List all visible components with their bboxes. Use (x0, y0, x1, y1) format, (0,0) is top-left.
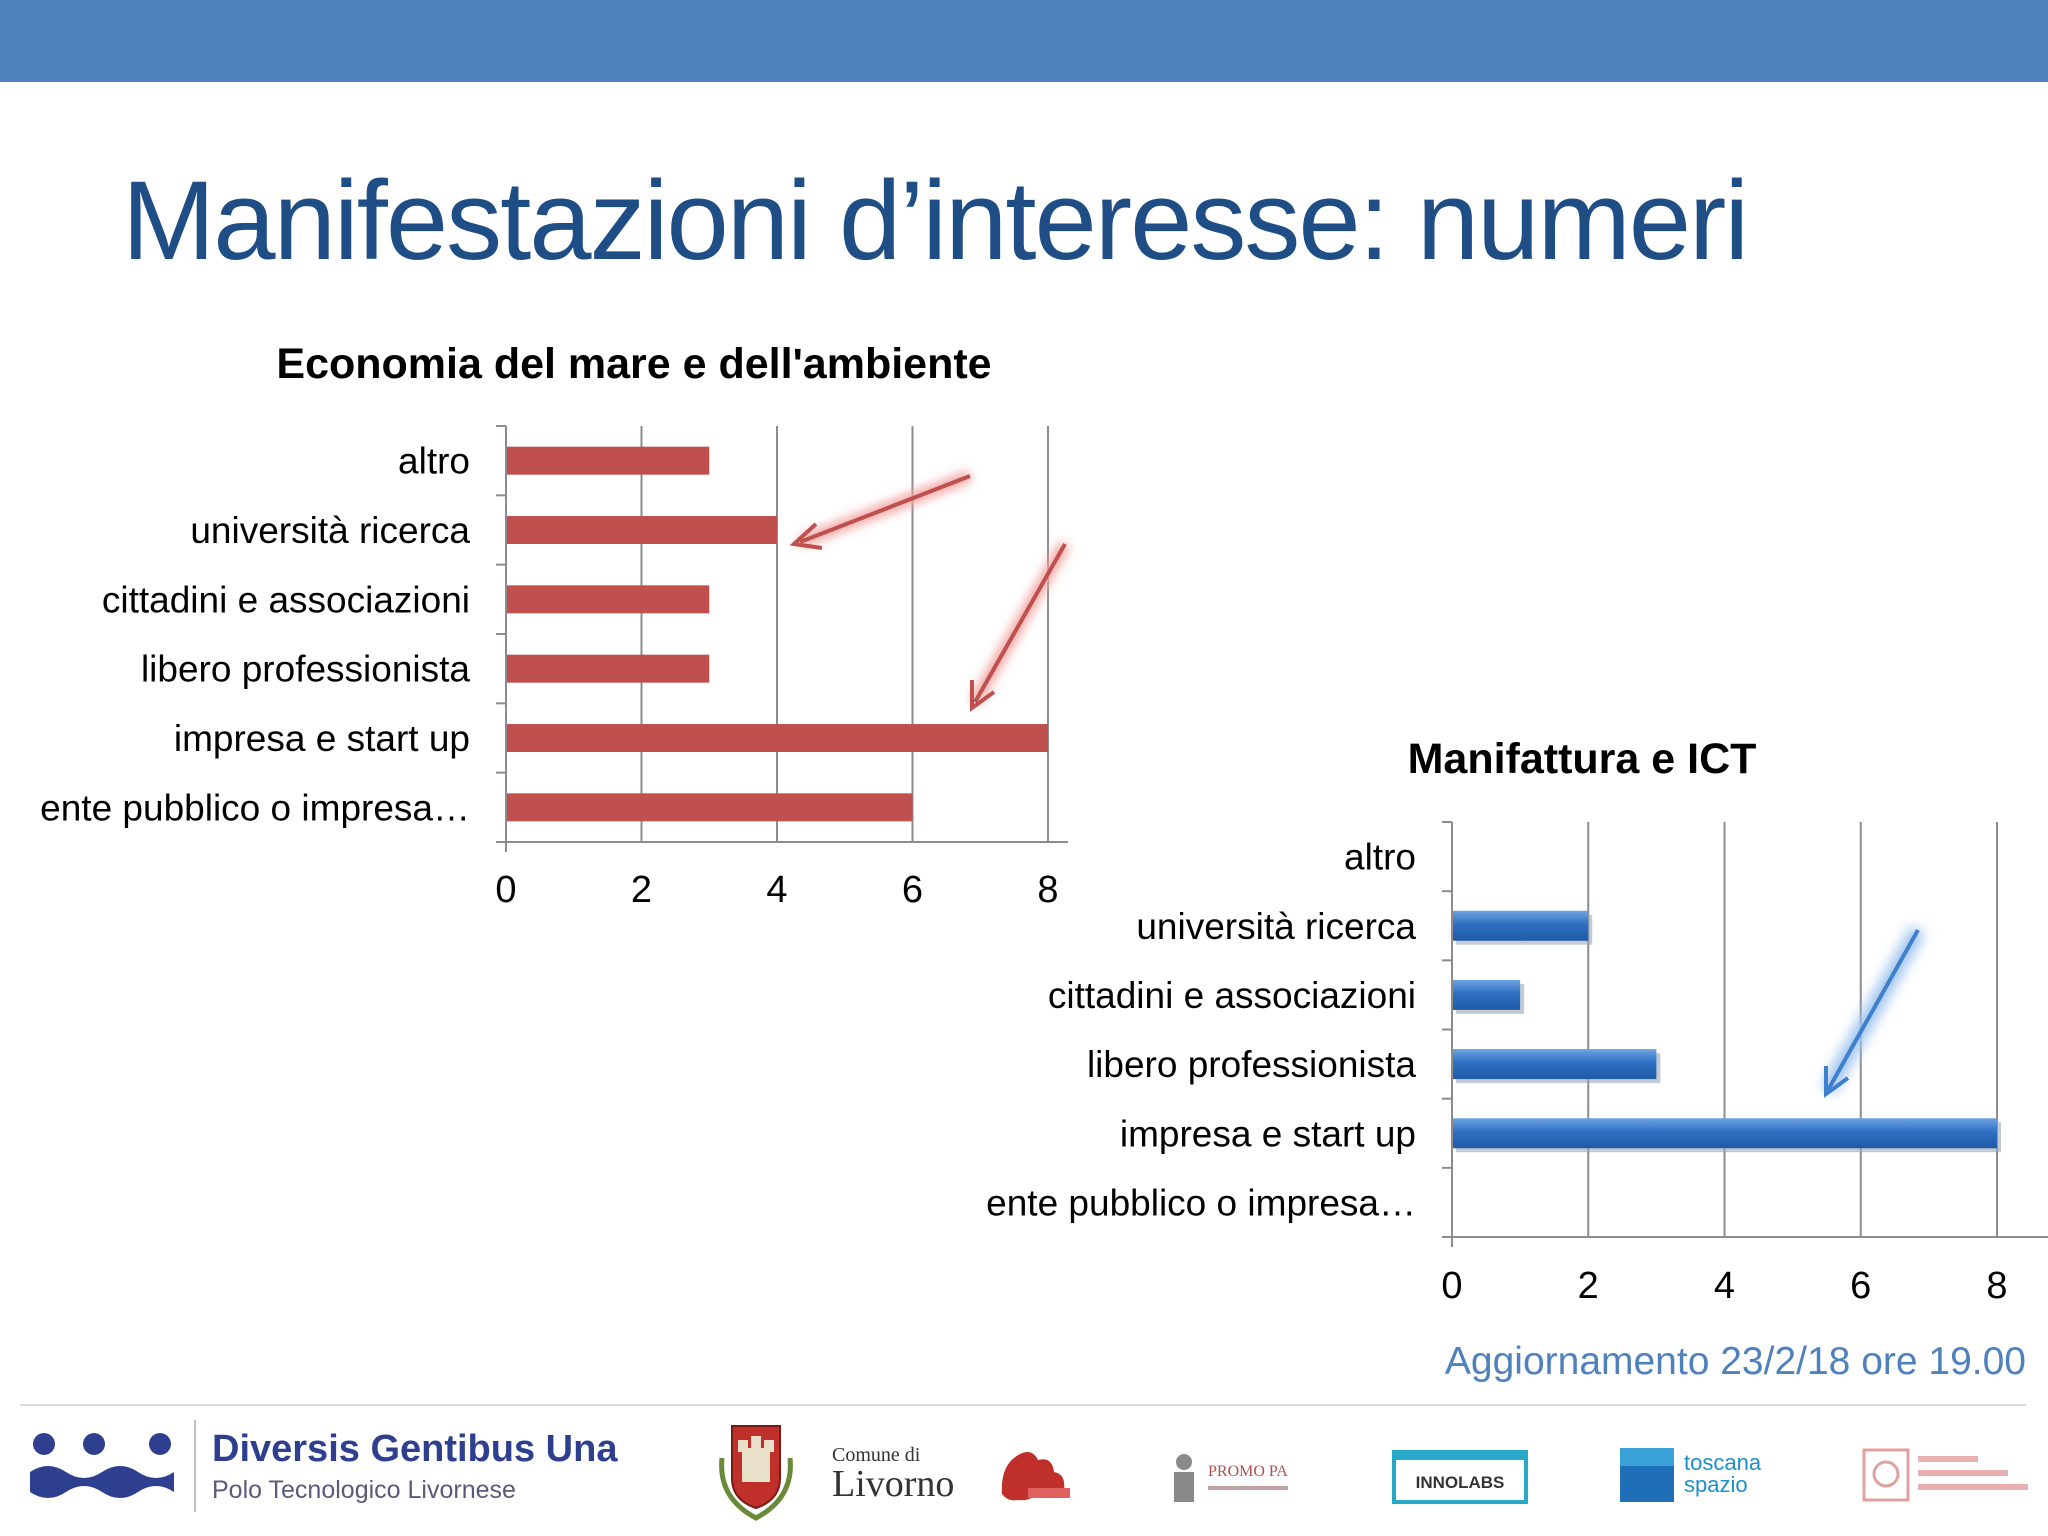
toscana-spazio-icon: toscana spazio (1620, 1448, 1762, 1502)
c2-category-label: cittadini e associazioni (1048, 975, 1416, 1016)
chart1-bars (506, 446, 1048, 822)
chart2-axis (1442, 821, 2048, 1247)
chart1-arrow-impresa (969, 541, 1071, 712)
dgu-brand-subtitle: Polo Tecnologico Livornese (212, 1476, 516, 1504)
update-note: Aggiornamento 23/2/18 ore 19.00 (1444, 1340, 2026, 1383)
c1-category-label: cittadini e associazioni (102, 579, 470, 620)
charts-canvas: Economia del mare e dell'ambiente altro u… (40, 340, 2048, 1307)
c1-tick-label: 2 (631, 869, 652, 911)
footer-divider (20, 1404, 2026, 1406)
c1-bar (506, 724, 1048, 752)
c1-tick-label: 6 (902, 869, 923, 911)
chart1-tick-labels: 0 2 4 6 8 (495, 869, 1058, 911)
footer-separator (194, 1420, 196, 1512)
c2-category-label: altro (1344, 837, 1416, 878)
c1-bar (506, 446, 710, 475)
toscana-text: toscana (1684, 1450, 1762, 1475)
c2-bar (1452, 1049, 1657, 1080)
chart1-gridlines (640, 426, 1049, 842)
c2-category-label: università ricerca (1136, 906, 1416, 947)
chart2-arrow-impresa (1821, 926, 1925, 1098)
c2-tick-label: 0 (1441, 1265, 1462, 1307)
spazio-text: spazio (1684, 1472, 1748, 1497)
c2-category-label: ente pubblico o impresa… (986, 1182, 1416, 1223)
c1-category-label: libero professionista (141, 649, 470, 690)
chart1-axis (496, 425, 1068, 852)
chart-economia-mare: Economia del mare e dell'ambiente altro u… (40, 340, 1071, 911)
chart2-bars (1452, 910, 2001, 1153)
chart2-tick-labels: 0 2 4 6 8 (1441, 1265, 2007, 1307)
c2-tick-label: 2 (1578, 1265, 1599, 1307)
livorno-crest-icon (719, 1425, 793, 1521)
c2-bar (1452, 1118, 1997, 1149)
c1-category-label: altro (398, 441, 470, 482)
chart2-gridlines (1587, 822, 1998, 1237)
promo-pa-icon: PROMO PA (1174, 1454, 1288, 1502)
c2-tick-label: 8 (1986, 1265, 2007, 1307)
chart-manifattura-ict: Manifattura e ICT altro università ricerc… (986, 735, 2048, 1307)
chart2-title: Manifattura e ICT (1408, 735, 1757, 783)
comune-label: Comune di (832, 1444, 921, 1466)
c1-bar (506, 585, 710, 614)
innolabs-text: INNOLABS (1416, 1473, 1505, 1492)
chart2-category-labels: altro università ricerca cittadini e assoc… (986, 837, 1416, 1224)
c1-category-label: università ricerca (190, 510, 470, 551)
c1-bar (506, 654, 710, 683)
chart1-category-labels: altro università ricerca cittadini e assoc… (40, 441, 470, 829)
chart1-title: Economia del mare e dell'ambiente (276, 340, 991, 388)
dgu-brand-name: Diversis Gentibus Una (212, 1428, 618, 1470)
red-lion-icon (1001, 1452, 1070, 1501)
promopa-text: PROMO PA (1208, 1463, 1288, 1480)
dgu-logo-icon (30, 1433, 174, 1498)
c2-tick-label: 4 (1714, 1265, 1735, 1307)
chart1-arrow-universita (789, 470, 973, 550)
slide-title: Manifestazioni d’interesse: numeri (122, 158, 1749, 283)
livorno-label: Livorno (832, 1463, 955, 1505)
c2-category-label: impresa e start up (1120, 1113, 1416, 1154)
c1-category-label: ente pubblico o impresa… (40, 787, 470, 828)
c1-tick-label: 8 (1037, 869, 1058, 911)
innolabs-icon: INNOLABS (1392, 1450, 1528, 1504)
c2-bar (1452, 979, 1521, 1010)
c1-tick-label: 0 (495, 869, 516, 911)
c2-bar (1452, 910, 1589, 941)
c1-category-label: impresa e start up (174, 718, 470, 759)
patto-logo-icon (1862, 1448, 2028, 1502)
c1-bar (506, 516, 777, 544)
c1-tick-label: 4 (766, 869, 787, 911)
c2-tick-label: 6 (1850, 1265, 1871, 1307)
c1-bar (506, 793, 913, 822)
top-accent-bar (0, 0, 2048, 82)
c2-category-label: libero professionista (1087, 1044, 1416, 1085)
